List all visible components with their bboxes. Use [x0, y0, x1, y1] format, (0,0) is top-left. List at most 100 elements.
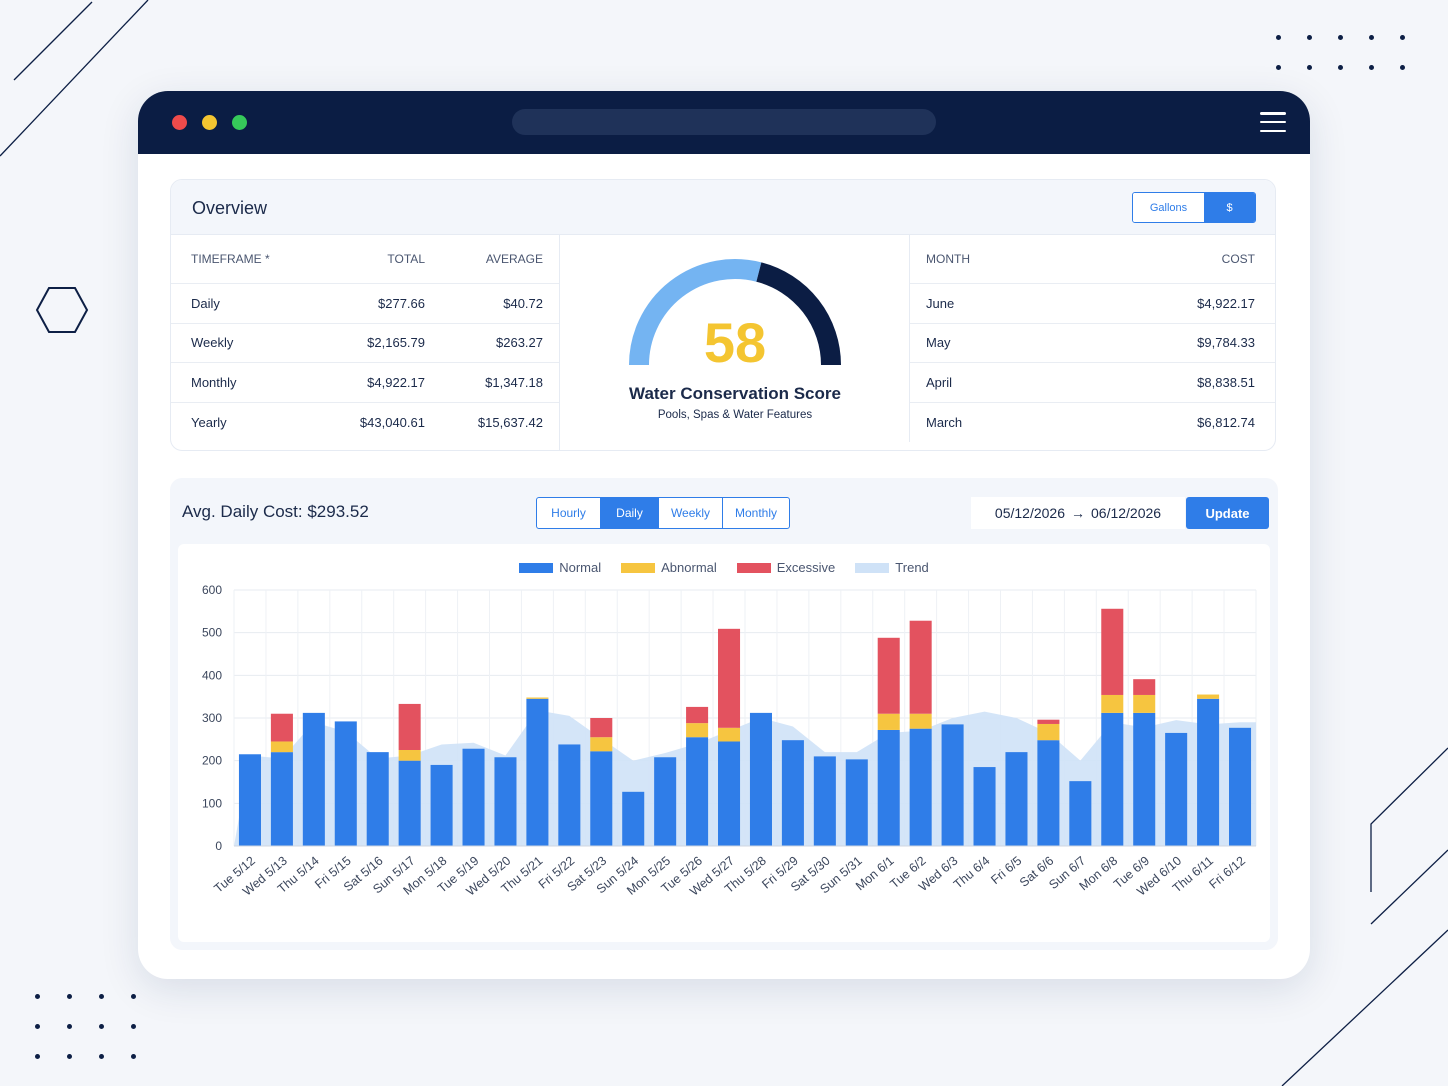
gallons-toggle-button[interactable]: Gallons [1133, 193, 1204, 222]
legend-swatch-abnormal [621, 562, 656, 573]
bar-abnormal [1101, 694, 1124, 713]
bar-excessive [1101, 608, 1124, 695]
timeframe-label: Weekly [191, 335, 234, 351]
legend-item-abnormal[interactable]: Abnormal [621, 560, 717, 575]
bar-normal [749, 712, 772, 846]
legend-label: Abnormal [661, 560, 717, 575]
bar-abnormal [270, 741, 293, 753]
conservation-score-gauge: 58 Water Conservation Score Pools, Spas … [559, 235, 909, 450]
timeframe-table: TIMEFRAME * TOTAL AVERAGE Daily $277.66 … [171, 235, 559, 442]
trend-area [234, 710, 1256, 846]
bar-normal [1005, 752, 1028, 846]
monthly-cost-table: MONTH COST June $4,922.17 May $9,784.33 … [909, 235, 1275, 443]
menu-icon[interactable] [1260, 112, 1286, 132]
close-window-button[interactable] [172, 115, 187, 130]
tab-monthly[interactable]: Monthly [734, 506, 778, 520]
x-tick-label: Thu 6/4 [951, 854, 993, 892]
bar-normal [1069, 781, 1092, 846]
tab-daily[interactable]: Daily [601, 498, 659, 528]
bar-normal [302, 712, 325, 846]
legend-label: Trend [895, 560, 929, 575]
table-header-row: MONTH COST [910, 235, 1275, 284]
legend-label: Excessive [776, 560, 836, 575]
bar-abnormal [526, 697, 549, 699]
x-tick-label: Fri 6/12 [1206, 854, 1247, 892]
timeframe-average: $1,347.18 [485, 374, 543, 390]
date-end: 06/12/2026 [1091, 505, 1162, 521]
month-cost: $6,812.74 [1197, 414, 1255, 430]
bar-excessive [877, 637, 900, 714]
browser-window: Overview Gallons $ TIMEFRAME * TOTAL AVE… [138, 91, 1310, 979]
arrow-right-icon: → [1071, 505, 1085, 521]
bar-normal [1165, 732, 1188, 846]
legend-swatch-trend [855, 562, 890, 573]
bar-abnormal [877, 713, 900, 730]
y-tick-label: 300 [202, 711, 222, 725]
unit-toggle: Gallons $ [1132, 192, 1256, 223]
timeframe-total: $277.66 [378, 295, 425, 311]
month-cost: $9,784.33 [1197, 335, 1255, 351]
table-row: June $4,922.17 [910, 284, 1275, 324]
legend-item-trend[interactable]: Trend [855, 560, 929, 575]
table-row: Monthly $4,922.17 $1,347.18 [171, 363, 559, 403]
dot-grid-bottom-left [35, 994, 136, 1059]
daily-cost-chart: Normal Abnormal Excessive Trend 0 100 200 3… [178, 544, 1270, 942]
bar-normal [1101, 712, 1124, 846]
bar-normal [877, 729, 900, 846]
table-header-row: TIMEFRAME * TOTAL AVERAGE [171, 235, 559, 284]
table-row: March $6,812.74 [910, 403, 1275, 443]
bar-normal [718, 741, 741, 846]
daily-cost-card: Avg. Daily Cost: $293.52 Hourly Daily We… [170, 478, 1278, 950]
tab-hourly[interactable]: Hourly [537, 498, 601, 528]
legend-item-normal[interactable]: Normal [519, 560, 601, 575]
y-tick-label: 500 [202, 626, 222, 640]
bar-abnormal [1133, 694, 1156, 713]
timeframe-average: $40.72 [503, 295, 543, 311]
bar-normal [1133, 712, 1156, 846]
y-tick-label: 600 [202, 583, 222, 597]
bar-normal [526, 698, 549, 846]
address-bar[interactable] [512, 109, 936, 135]
bar-excessive [909, 620, 932, 714]
column-header-average: AVERAGE [485, 252, 543, 266]
tab-weekly[interactable]: Weekly [659, 498, 723, 528]
date-range-picker[interactable]: 05/12/2026 → 06/12/2026 [971, 497, 1185, 529]
timeframe-average: $263.27 [496, 335, 543, 351]
minimize-window-button[interactable] [202, 115, 217, 130]
overview-title: Overview [192, 198, 268, 218]
timeframe-label: Daily [191, 295, 220, 311]
maximize-window-button[interactable] [232, 115, 247, 130]
bar-normal [238, 754, 261, 846]
bar-abnormal [590, 737, 613, 752]
legend-item-excessive[interactable]: Excessive [736, 560, 836, 575]
conservation-score-subtitle: Pools, Spas & Water Features [657, 409, 813, 421]
y-tick-label: 100 [202, 796, 222, 810]
update-button[interactable]: Update [1186, 497, 1269, 529]
column-header-total: TOTAL [387, 252, 425, 266]
bar-normal [1229, 727, 1252, 846]
dollars-toggle-button[interactable]: $ [1204, 193, 1255, 222]
dot-grid-top-right [1276, 35, 1405, 70]
bar-abnormal [909, 713, 932, 729]
month-cost: $4,922.17 [1197, 295, 1255, 311]
table-row: May $9,784.33 [910, 324, 1275, 363]
bar-normal [686, 737, 709, 846]
bar-abnormal [1197, 694, 1220, 699]
bar-normal [1197, 698, 1220, 846]
column-header-timeframe[interactable]: TIMEFRAME * [191, 252, 270, 266]
table-row: Daily $277.66 $40.72 [171, 284, 559, 324]
bar-abnormal [1037, 723, 1060, 741]
timeframe-label: Yearly [191, 414, 227, 430]
y-tick-label: 200 [202, 754, 222, 768]
bar-normal [622, 791, 645, 846]
bar-normal [654, 757, 677, 846]
date-start: 05/12/2026 [994, 505, 1065, 521]
legend-label: Normal [559, 560, 602, 575]
bar-normal [781, 740, 804, 846]
bar-normal [909, 728, 932, 846]
table-row: Weekly $2,165.79 $263.27 [171, 324, 559, 363]
bar-normal [941, 724, 964, 846]
window-titlebar [138, 91, 1310, 154]
bar-excessive [590, 718, 613, 738]
